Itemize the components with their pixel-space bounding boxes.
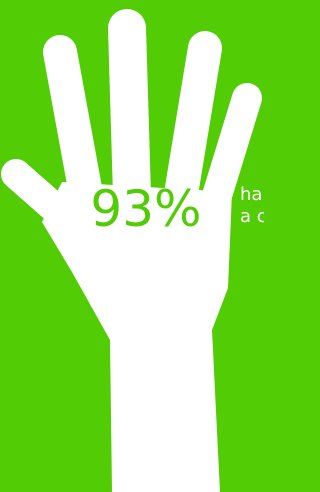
stat-value: 93% — [90, 180, 201, 238]
page: 93% ha a c (() => { const data = JSON.pa… — [0, 0, 264, 492]
hand-illustration — [16, 28, 247, 492]
infographic: 93% ha a c — [0, 0, 264, 492]
stat-text: ha — [240, 184, 262, 205]
stat-text: a c — [240, 206, 264, 227]
